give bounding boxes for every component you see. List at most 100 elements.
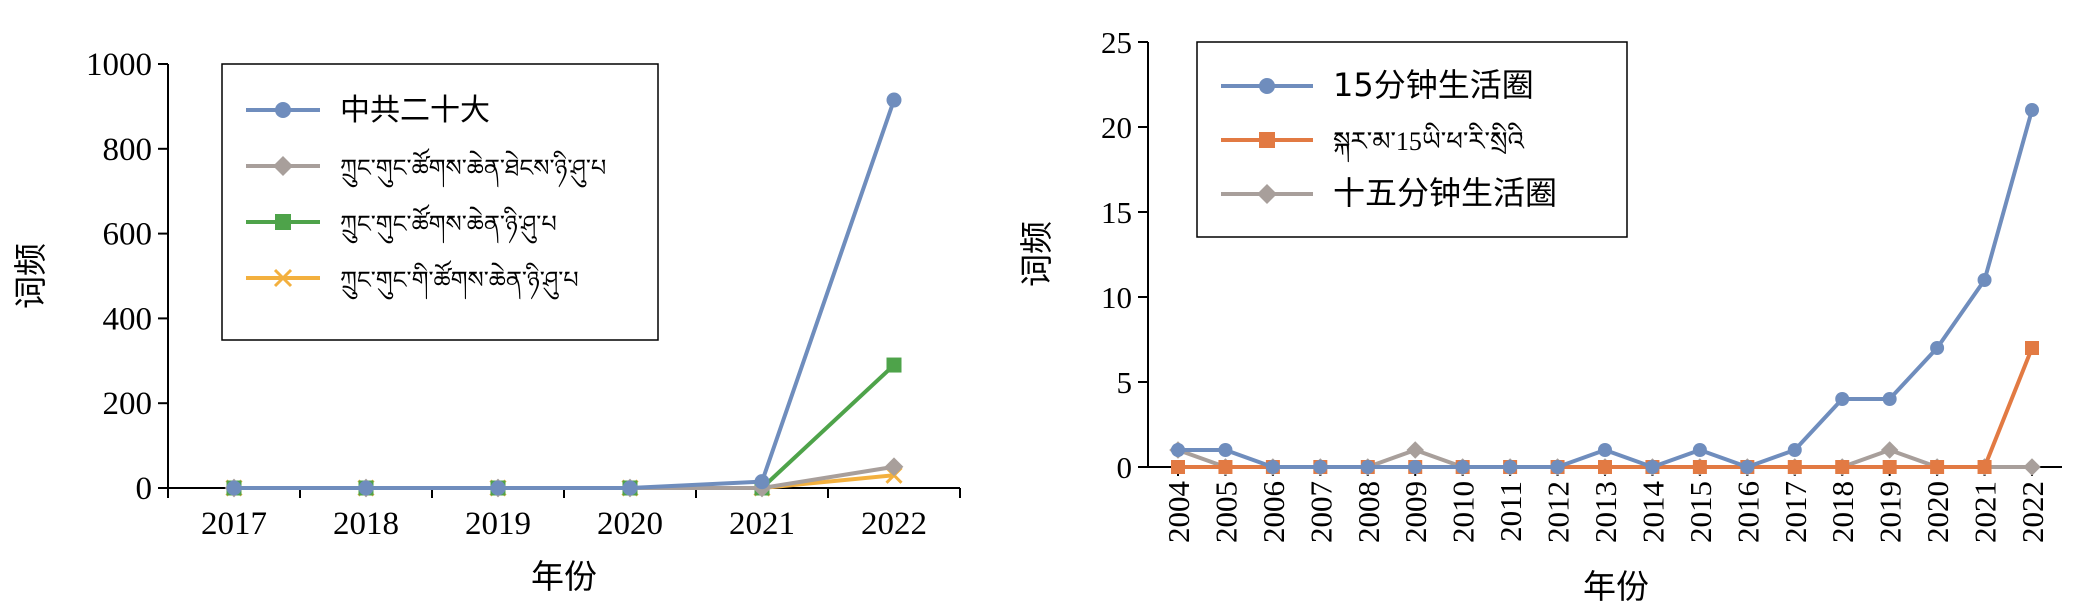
data-point-shape — [1787, 443, 1802, 457]
x-tick-label: 2020 — [597, 506, 663, 542]
data-point — [1977, 273, 1992, 287]
y-tick-label: 5 — [1117, 365, 1133, 400]
y-tick-label: 0 — [136, 471, 153, 507]
data-point — [1218, 460, 1233, 474]
data-point — [1930, 341, 1945, 355]
x-tick-label: 2006 — [1256, 481, 1291, 543]
x-tick-label: 2016 — [1730, 481, 1765, 543]
data-point-shape — [2023, 458, 2041, 476]
data-point-shape — [1930, 460, 1945, 474]
legend-marker-shape — [275, 102, 291, 118]
data-point — [1503, 460, 1518, 474]
x-tick-label: 2004 — [1161, 481, 1196, 544]
data-point-shape — [226, 480, 242, 496]
data-point-shape — [1880, 441, 1899, 459]
x-tick-label: 2011 — [1493, 481, 1528, 542]
data-point-shape — [1171, 443, 1185, 457]
x-tick-label: 2012 — [1541, 481, 1576, 543]
data-point-shape — [1740, 460, 1755, 474]
data-point — [886, 92, 902, 108]
x-tick-label: 2010 — [1446, 481, 1481, 543]
legend-marker-shape — [273, 156, 293, 176]
data-point — [1598, 443, 1612, 457]
data-point — [1360, 460, 1375, 474]
data-point-shape — [1550, 460, 1565, 474]
x-tick-label: 2015 — [1683, 481, 1718, 543]
data-point — [2023, 458, 2041, 476]
x-tick-label: 2022 — [861, 506, 927, 542]
y-tick-label: 20 — [1101, 110, 1132, 145]
data-point-shape — [1406, 441, 1424, 459]
data-point-shape — [1171, 460, 1185, 474]
data-point — [1598, 460, 1612, 474]
data-point — [1787, 443, 1802, 457]
x-tick-label: 2019 — [465, 506, 531, 542]
data-point — [1692, 460, 1707, 474]
y-axis-label: 词频 — [11, 243, 50, 309]
data-point — [358, 480, 374, 496]
x-tick-label: 2005 — [1208, 481, 1243, 543]
data-point — [226, 480, 242, 496]
legend-label: 十五分钟生活圈 — [1333, 174, 1557, 212]
data-point-shape — [622, 480, 638, 496]
x-tick-label: 2019 — [1873, 481, 1908, 543]
data-point-shape — [1835, 392, 1850, 406]
data-point-shape — [1882, 460, 1897, 474]
data-point — [886, 357, 902, 373]
data-point — [1265, 460, 1280, 474]
x-tick-label: 2018 — [333, 506, 399, 542]
data-point — [1787, 460, 1802, 474]
y-tick-label: 10 — [1101, 280, 1132, 315]
data-point — [2025, 103, 2039, 117]
legend-label: 15分钟生活圈 — [1333, 66, 1534, 104]
data-point-shape — [886, 92, 902, 108]
data-point — [1171, 443, 1185, 457]
data-point-shape — [2025, 103, 2039, 117]
series-3 — [226, 357, 902, 496]
data-point — [1455, 460, 1470, 474]
data-point-shape — [1835, 460, 1850, 474]
data-point — [1550, 460, 1565, 474]
legend-label: 中共二十大 — [340, 93, 490, 128]
data-point — [1835, 460, 1850, 474]
x-tick-label: 2017 — [201, 506, 267, 542]
data-point-shape — [1503, 460, 1518, 474]
y-tick-label: 800 — [103, 132, 153, 168]
y-tick-label: 15 — [1101, 195, 1132, 230]
legend-item: 中共二十大 — [246, 93, 490, 128]
y-tick-label: 200 — [103, 386, 153, 422]
y-tick-label: 600 — [103, 217, 153, 253]
x-tick-label: 2009 — [1398, 481, 1433, 543]
data-point — [1880, 441, 1899, 459]
data-point-shape — [754, 474, 770, 490]
x-tick-label: 2021 — [729, 506, 795, 542]
chart-2: 0 5 10 15 20 25 2004 2005 2006 2007 2008 2009 2010 20… — [1017, 25, 2062, 606]
x-tick-label: 2014 — [1635, 481, 1670, 544]
x-tick-label: 2021 — [1968, 481, 2003, 543]
y-tick-label: 400 — [103, 301, 153, 337]
legend-marker-shape — [1257, 184, 1277, 204]
x-axis-label: 年份 — [531, 557, 597, 596]
legend: 中共二十大ཀྲུང་གུང་ཚོགས་ཆེན་ཐེངས་ཉི་ཤུ་པཀྲུང་… — [221, 63, 659, 341]
data-point-shape — [2025, 341, 2039, 355]
data-point — [1882, 392, 1897, 406]
data-point — [1218, 443, 1233, 457]
data-point — [1313, 460, 1328, 474]
x-tick-label: 2013 — [1588, 481, 1623, 543]
legend-marker-stroke-b — [273, 268, 293, 288]
data-point-shape — [1692, 460, 1707, 474]
data-point — [1406, 441, 1424, 459]
legend-marker — [1259, 78, 1275, 94]
legend-marker-shape — [275, 214, 291, 230]
data-point-shape — [1598, 443, 1612, 457]
legend-item: 15分钟生活圈 — [1221, 66, 1534, 104]
data-point — [1740, 460, 1755, 474]
data-point — [1977, 460, 1992, 474]
legend-marker-shape — [1259, 78, 1275, 94]
data-point — [490, 480, 506, 496]
data-point — [1171, 460, 1185, 474]
data-point-shape — [1787, 460, 1802, 474]
series-line — [234, 99, 896, 490]
data-point-shape — [1218, 460, 1233, 474]
data-point — [2025, 341, 2039, 355]
